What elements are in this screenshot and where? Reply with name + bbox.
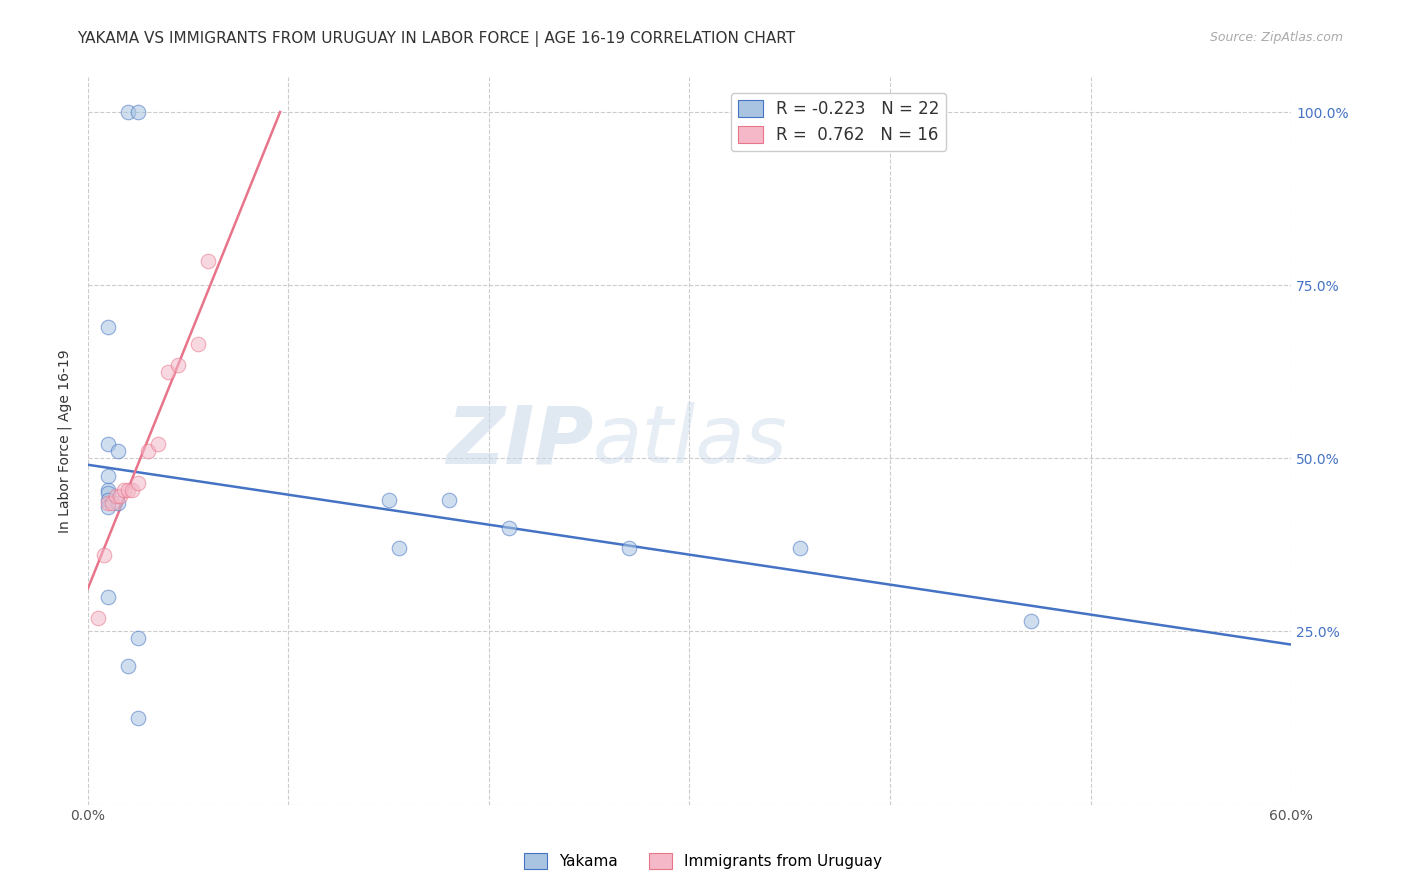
- Point: [377, 492, 399, 507]
- Point: [97, 590, 120, 604]
- Point: [97, 468, 120, 483]
- Point: [117, 659, 139, 673]
- Point: [121, 483, 143, 497]
- Point: [1019, 614, 1042, 628]
- Point: [97, 437, 120, 451]
- Point: [127, 475, 149, 490]
- Point: [619, 541, 641, 556]
- Point: [107, 496, 129, 510]
- Point: [100, 496, 122, 510]
- Point: [789, 541, 811, 556]
- Point: [97, 492, 120, 507]
- Y-axis label: In Labor Force | Age 16-19: In Labor Force | Age 16-19: [58, 349, 72, 533]
- Point: [108, 490, 131, 504]
- Point: [127, 105, 149, 120]
- Point: [127, 711, 149, 725]
- Text: Source: ZipAtlas.com: Source: ZipAtlas.com: [1209, 31, 1343, 45]
- Point: [104, 490, 127, 504]
- Point: [167, 358, 190, 372]
- Point: [187, 337, 209, 351]
- Point: [127, 632, 149, 646]
- Legend: R = -0.223   N = 22, R =  0.762   N = 16: R = -0.223 N = 22, R = 0.762 N = 16: [731, 93, 946, 151]
- Point: [97, 483, 120, 497]
- Point: [86, 610, 108, 624]
- Point: [107, 444, 129, 458]
- Point: [437, 492, 460, 507]
- Point: [136, 444, 159, 458]
- Point: [97, 486, 120, 500]
- Point: [117, 483, 139, 497]
- Point: [498, 520, 520, 534]
- Text: YAKAMA VS IMMIGRANTS FROM URUGUAY IN LABOR FORCE | AGE 16-19 CORRELATION CHART: YAKAMA VS IMMIGRANTS FROM URUGUAY IN LAB…: [77, 31, 796, 47]
- Point: [97, 500, 120, 514]
- Point: [93, 549, 115, 563]
- Point: [146, 437, 169, 451]
- Text: atlas: atlas: [593, 402, 787, 480]
- Text: ZIP: ZIP: [446, 402, 593, 480]
- Point: [156, 365, 179, 379]
- Point: [197, 254, 219, 268]
- Point: [117, 105, 139, 120]
- Legend: Yakama, Immigrants from Uruguay: Yakama, Immigrants from Uruguay: [517, 847, 889, 875]
- Point: [112, 483, 135, 497]
- Point: [388, 541, 411, 556]
- Point: [97, 496, 120, 510]
- Point: [97, 319, 120, 334]
